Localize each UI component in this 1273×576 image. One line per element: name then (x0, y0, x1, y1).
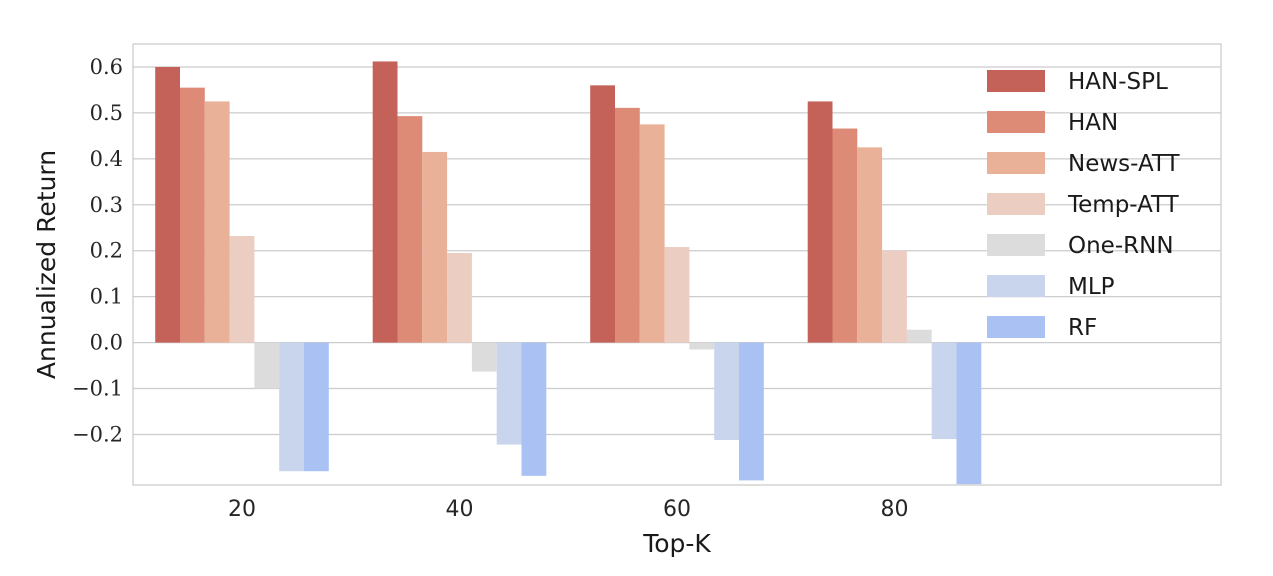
bar-rf-20 (304, 342, 329, 472)
legend-label-rf: RF (1068, 315, 1097, 341)
y-tick-label: 0.1 (90, 285, 123, 309)
bar-han-spl-60 (590, 85, 615, 343)
x-tick-label: 80 (881, 497, 909, 522)
x-axis-title: Top-K (642, 529, 711, 558)
x-tick-labels: 20 40 60 80 (228, 497, 909, 522)
y-tick-label: 0.0 (90, 331, 123, 355)
y-tick-labels: −0.2 −0.1 0.0 0.1 0.2 0.3 0.4 0.5 0.6 (72, 55, 123, 447)
bar-han-20 (180, 87, 205, 343)
bar-temp-att-40 (447, 253, 472, 343)
y-tick-label: 0.2 (90, 239, 123, 263)
legend-label-han-spl: HAN-SPL (1068, 69, 1168, 95)
bar-one-rnn-40 (471, 342, 497, 372)
bar-han-80 (832, 128, 858, 343)
y-axis-title: Annualized Return (32, 150, 61, 379)
bar-rf-80 (956, 342, 982, 485)
bar-news-att-40 (422, 151, 448, 343)
bar-han-40 (397, 116, 423, 343)
bar-han-spl-40 (372, 61, 398, 343)
bar-han-spl-80 (807, 101, 833, 343)
y-tick-label: 0.4 (90, 147, 123, 171)
bar-temp-att-60 (664, 247, 690, 343)
y-tick-label: 0.6 (90, 55, 123, 79)
bar-rf-40 (521, 342, 547, 476)
legend-swatch-rf (987, 316, 1045, 338)
y-tick-label: −0.1 (72, 377, 123, 401)
legend-swatch-han-spl (987, 70, 1045, 92)
legend: HAN-SPL HAN News-ATT Temp-ATT One-RNN MLP RF (987, 69, 1181, 341)
bar-rf-60 (739, 342, 764, 481)
legend-swatch-temp-att (987, 193, 1045, 215)
legend-label-temp-att: Temp-ATT (1067, 192, 1180, 218)
bar-temp-att-20 (229, 236, 255, 343)
bars (155, 61, 982, 485)
legend-swatch-one-rnn (987, 234, 1045, 256)
legend-label-news-att: News-ATT (1068, 151, 1181, 177)
legend-swatch-han (987, 111, 1045, 133)
legend-swatch-mlp (987, 275, 1045, 297)
bar-one-rnn-80 (906, 329, 932, 343)
y-tick-label: 0.3 (90, 193, 123, 217)
bar-one-rnn-20 (254, 342, 280, 389)
bar-news-att-20 (204, 101, 230, 343)
y-tick-label: 0.5 (90, 101, 123, 125)
y-tick-label: −0.2 (72, 422, 123, 446)
bar-one-rnn-60 (689, 342, 715, 350)
bar-temp-att-80 (882, 250, 907, 343)
bar-news-att-80 (857, 147, 883, 343)
bar-han-spl-20 (155, 66, 180, 343)
bar-han-60 (615, 107, 640, 343)
legend-label-mlp: MLP (1068, 274, 1115, 300)
bar-news-att-60 (639, 124, 665, 343)
bar-mlp-20 (279, 342, 304, 472)
bar-mlp-80 (931, 342, 957, 440)
bar-mlp-40 (496, 342, 522, 445)
x-tick-label: 60 (663, 497, 691, 522)
plot-frame (132, 43, 1222, 486)
legend-label-han: HAN (1068, 110, 1118, 136)
x-tick-label: 20 (228, 497, 256, 522)
legend-label-one-rnn: One-RNN (1068, 233, 1174, 259)
bar-mlp-60 (714, 342, 739, 440)
legend-swatch-news-att (987, 152, 1045, 174)
x-tick-label: 40 (446, 497, 474, 522)
